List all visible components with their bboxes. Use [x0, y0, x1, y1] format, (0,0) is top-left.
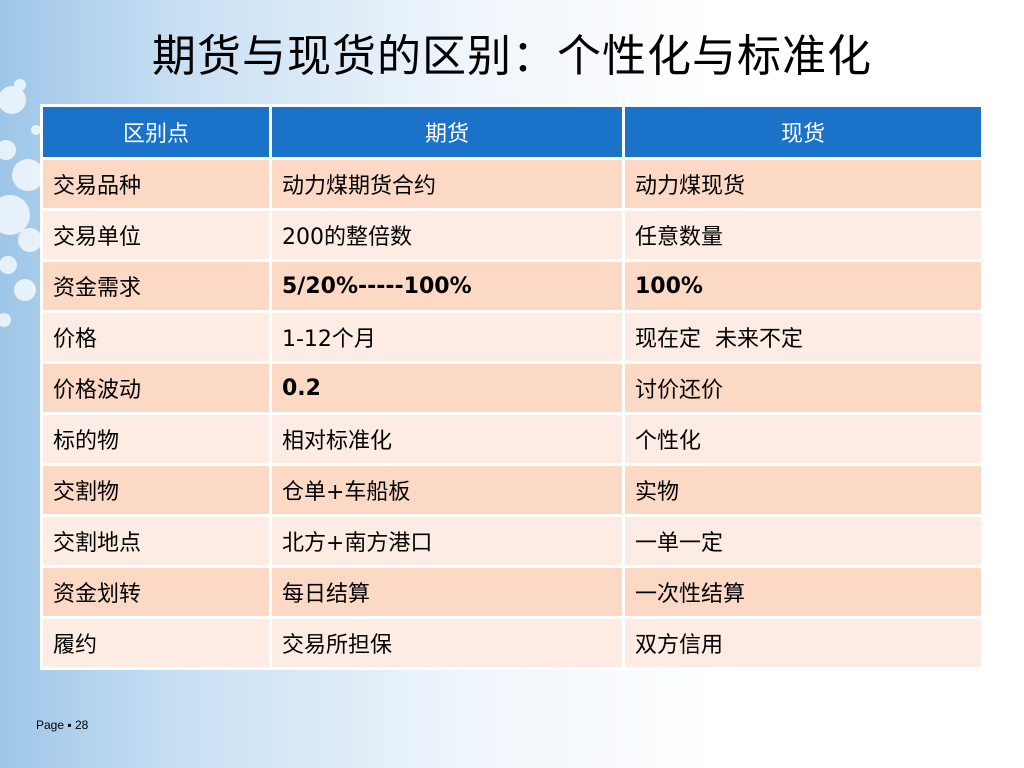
table-cell: 0.2: [269, 361, 625, 415]
table-row: 价格波动 0.2 讨价还价: [40, 361, 984, 415]
table-cell: 交割物: [40, 463, 272, 517]
table-cell: 200的整倍数: [269, 208, 625, 262]
table-cell: 交易所担保: [269, 616, 625, 670]
table-row: 标的物 相对标准化 个性化: [40, 412, 984, 466]
table-cell: 讨价还价: [622, 361, 984, 415]
table-row: 资金划转 每日结算 一次性结算: [40, 565, 984, 619]
table-cell: 任意数量: [622, 208, 984, 262]
comparison-table: 区别点 期货 现货 交易品种 动力煤期货合约 动力煤现货 交易单位 200的整倍…: [40, 104, 984, 670]
table-cell: 履约: [40, 616, 272, 670]
table-cell: 动力煤现货: [622, 157, 984, 211]
table-cell: 现在定 未来不定: [622, 310, 984, 364]
table-cell: 北方+南方港口: [269, 514, 625, 568]
table-cell: 每日结算: [269, 565, 625, 619]
table-cell: 100%: [622, 259, 984, 313]
table-cell: 个性化: [622, 412, 984, 466]
table-cell: 交易品种: [40, 157, 272, 211]
table-row: 价格 1-12个月 现在定 未来不定: [40, 310, 984, 364]
table-cell: 资金划转: [40, 565, 272, 619]
table-cell: 动力煤期货合约: [269, 157, 625, 211]
table-cell: 相对标准化: [269, 412, 625, 466]
table-row: 资金需求 5/20%-----100% 100%: [40, 259, 984, 313]
table-row: 交割物 仓单+车船板 实物: [40, 463, 984, 517]
table-cell: 价格波动: [40, 361, 272, 415]
table-cell: 双方信用: [622, 616, 984, 670]
table-row: 交易品种 动力煤期货合约 动力煤现货: [40, 157, 984, 211]
table-cell: 交易单位: [40, 208, 272, 262]
table-cell: 一次性结算: [622, 565, 984, 619]
table-cell: 标的物: [40, 412, 272, 466]
header-cell: 现货: [622, 104, 984, 160]
table-cell: 交割地点: [40, 514, 272, 568]
header-cell: 期货: [269, 104, 625, 160]
header-cell: 区别点: [40, 104, 272, 160]
table-cell: 实物: [622, 463, 984, 517]
table-header-row: 区别点 期货 现货: [40, 104, 984, 160]
table-row: 交割地点 北方+南方港口 一单一定: [40, 514, 984, 568]
table-cell: 5/20%-----100%: [269, 259, 625, 313]
table-row: 交易单位 200的整倍数 任意数量: [40, 208, 984, 262]
table-cell: 1-12个月: [269, 310, 625, 364]
table-row: 履约 交易所担保 双方信用: [40, 616, 984, 670]
table-cell: 仓单+车船板: [269, 463, 625, 517]
table-cell: 价格: [40, 310, 272, 364]
table-cell: 一单一定: [622, 514, 984, 568]
page-title: 期货与现货的区别：个性化与标准化: [152, 31, 872, 82]
page-number: Page ▪ 28: [36, 718, 89, 732]
table-cell: 资金需求: [40, 259, 272, 313]
